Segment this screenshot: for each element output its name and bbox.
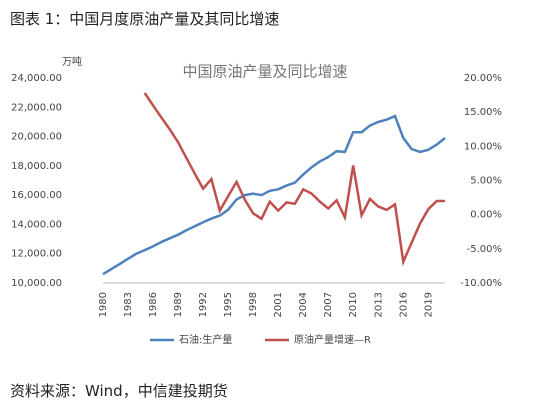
legend-label: 石油:生产量 bbox=[179, 333, 232, 346]
y-unit: 万吨 bbox=[62, 55, 82, 68]
x-tick-label: 1998 bbox=[248, 292, 259, 317]
x-tick-label: 1995 bbox=[223, 292, 234, 317]
x-tick-label: 2019 bbox=[423, 292, 434, 317]
y-tick-label: 18,000.00 bbox=[11, 161, 62, 172]
caption: 图表 1：中国月度原油产量及其同比增速 bbox=[10, 10, 280, 28]
y2-tick-label: 20.00% bbox=[464, 73, 502, 84]
x-tick-label: 1992 bbox=[198, 292, 209, 317]
y2-tick-label: -10.00% bbox=[460, 278, 502, 289]
series-line bbox=[102, 114, 446, 276]
y2-tick-label: 10.00% bbox=[464, 141, 502, 152]
x-tick-label: 1983 bbox=[123, 292, 134, 317]
x-tick-label: 2001 bbox=[273, 292, 284, 317]
x-tick-label: 2004 bbox=[298, 292, 309, 317]
y-tick-label: 12,000.00 bbox=[11, 249, 62, 260]
x-tick-label: 2007 bbox=[323, 292, 334, 317]
series-line bbox=[143, 92, 445, 267]
chart-title: 中国原油产量及同比增速 bbox=[182, 63, 347, 81]
y-tick-label: 24,000.00 bbox=[11, 73, 62, 84]
x-tick-label: 1986 bbox=[148, 292, 159, 317]
y-tick-label: 14,000.00 bbox=[11, 219, 62, 230]
y-tick-label: 22,000.00 bbox=[11, 102, 62, 113]
x-tick-label: 1980 bbox=[98, 292, 109, 317]
x-tick-label: 2013 bbox=[373, 292, 384, 317]
x-tick-label: 1989 bbox=[173, 292, 184, 317]
legend-label: 原油产量增速—R bbox=[294, 333, 371, 346]
y2-tick-label: 15.00% bbox=[464, 107, 502, 118]
x-tick-label: 2016 bbox=[398, 292, 409, 317]
y-tick-label: 16,000.00 bbox=[11, 190, 62, 201]
y-tick-label: 10,000.00 bbox=[11, 278, 62, 289]
chart: 中国原油产量及同比增速 万吨 10,000.00 12,000.00 14,000.… bbox=[11, 55, 502, 346]
y2-tick-label: -5.00% bbox=[467, 244, 502, 255]
source: 资料来源：Wind，中信建投期货 bbox=[10, 382, 228, 400]
x-tick-label: 2010 bbox=[348, 292, 359, 317]
y-tick-label: 20,000.00 bbox=[11, 132, 62, 143]
y2-tick-label: 5.00% bbox=[470, 176, 502, 187]
y2-tick-label: 0.00% bbox=[470, 210, 502, 221]
